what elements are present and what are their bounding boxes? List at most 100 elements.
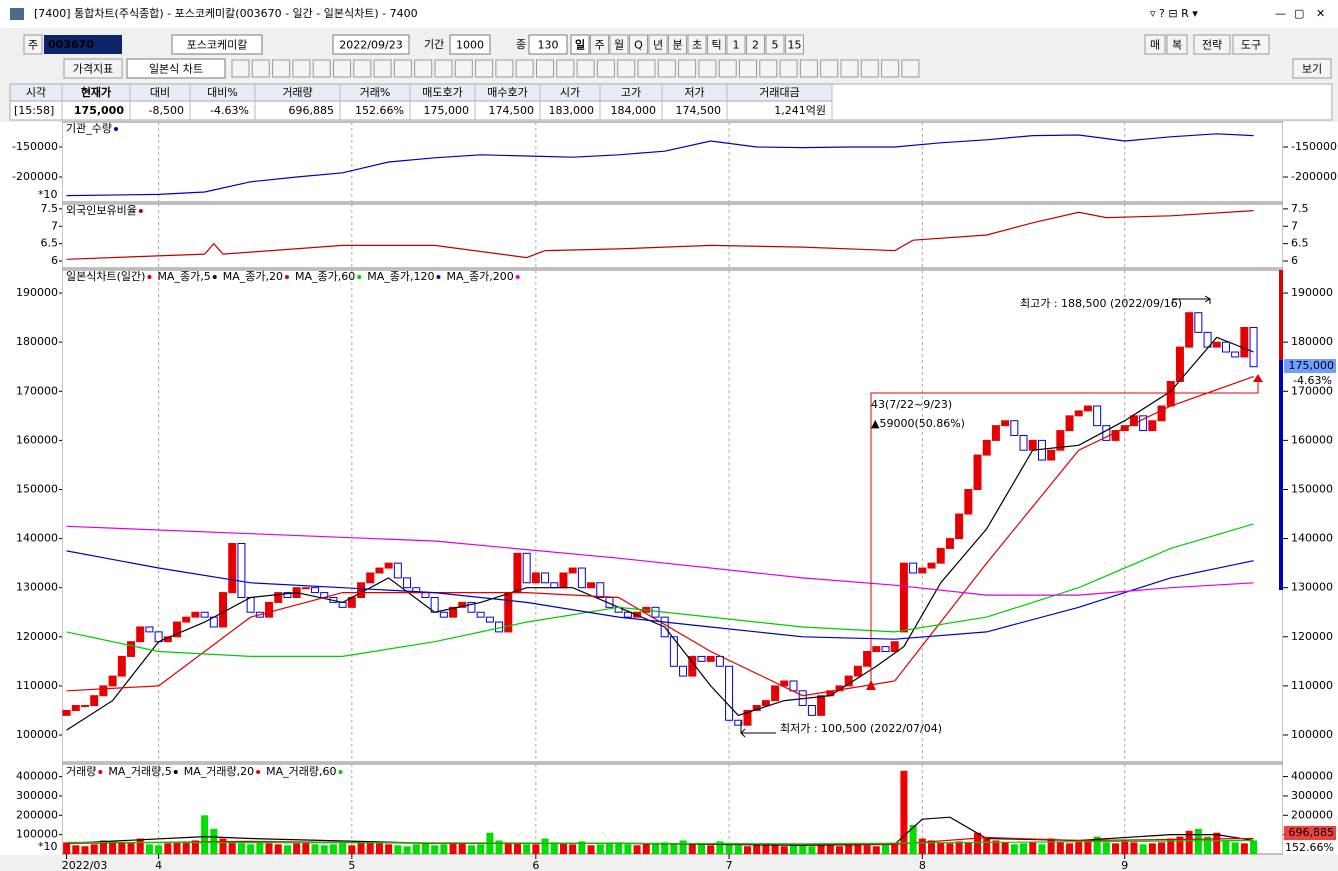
right-button-box[interactable] xyxy=(1166,34,1188,55)
tool-icon[interactable] xyxy=(860,59,879,78)
interval-button[interactable]: 틱 xyxy=(711,39,721,52)
quote-value: 184,000 xyxy=(611,104,657,117)
tool-icon[interactable] xyxy=(759,59,778,78)
tool-icon[interactable] xyxy=(292,59,311,78)
tool-icon[interactable] xyxy=(373,59,392,78)
interval-button-box[interactable] xyxy=(687,34,707,55)
series-line xyxy=(66,550,1254,640)
title-bar xyxy=(0,0,1338,28)
interval-button-box[interactable] xyxy=(765,34,785,55)
right-button[interactable]: 도구 xyxy=(1241,39,1261,52)
interval-button[interactable]: 5 xyxy=(772,39,779,52)
interval-button-box[interactable] xyxy=(707,34,726,55)
tool-icon[interactable] xyxy=(901,59,920,78)
code-input[interactable]: 003670 xyxy=(48,38,94,51)
interval-button[interactable]: 초 xyxy=(692,39,702,52)
interval-button[interactable]: 주 xyxy=(594,39,604,52)
tool-icon[interactable] xyxy=(556,59,575,78)
tool-icon[interactable] xyxy=(840,59,859,78)
view-button[interactable]: 보기 xyxy=(1302,63,1322,76)
interval-button[interactable]: 년 xyxy=(653,39,663,52)
interval-button-box[interactable] xyxy=(570,34,590,55)
volume-bar xyxy=(329,844,337,854)
tool-icon[interactable] xyxy=(495,59,514,78)
interval-button[interactable]: 15 xyxy=(788,39,802,52)
volume-bar xyxy=(348,845,356,854)
close[interactable]: ✕ xyxy=(1316,7,1325,20)
right-button-box[interactable] xyxy=(1193,34,1231,55)
right-button[interactable]: 복 xyxy=(1172,39,1182,52)
interval-button[interactable]: 1 xyxy=(733,39,740,52)
tool-icon[interactable] xyxy=(272,59,291,78)
tool-icon[interactable] xyxy=(576,59,595,78)
stock-name[interactable]: 포스코케미칼 xyxy=(187,39,248,52)
interval-button-box[interactable] xyxy=(609,34,629,55)
minimize[interactable]: — xyxy=(1275,7,1286,20)
code-box[interactable] xyxy=(44,35,122,54)
market-select[interactable]: 주 xyxy=(28,39,38,52)
tool-icon[interactable] xyxy=(414,59,433,78)
right-button[interactable]: 전략 xyxy=(1202,39,1222,52)
tool-icon[interactable] xyxy=(637,59,656,78)
interval-button-box[interactable] xyxy=(590,34,609,55)
chart-style-select[interactable]: 일본식 차트 xyxy=(149,62,203,76)
tool-icon[interactable] xyxy=(536,59,554,78)
interval-button-box[interactable] xyxy=(629,34,648,55)
right-button-box[interactable] xyxy=(1232,34,1270,55)
tool-icon[interactable] xyxy=(739,59,757,78)
y-tick-label: 6 xyxy=(51,254,58,267)
indicator-button-box[interactable] xyxy=(63,58,123,79)
right-button[interactable]: 매 xyxy=(1150,39,1160,52)
tool-icon[interactable] xyxy=(454,59,473,78)
interval-button[interactable]: 일 xyxy=(575,38,585,52)
tool-icon[interactable] xyxy=(515,59,534,78)
period-input-box[interactable] xyxy=(449,34,491,55)
interval-button[interactable]: Q xyxy=(634,39,643,52)
count-input[interactable]: 130 xyxy=(538,39,559,52)
volume-bar xyxy=(72,845,80,854)
tool-icon[interactable] xyxy=(333,59,351,78)
volume-bar xyxy=(1213,832,1221,854)
right-button-box[interactable] xyxy=(1144,34,1166,55)
tool-icon[interactable] xyxy=(779,59,798,78)
interval-button-box[interactable] xyxy=(746,34,765,55)
tool-icon[interactable] xyxy=(251,59,270,78)
volume-bar xyxy=(219,838,227,854)
window-icons[interactable]: ▿ ? ⊟ R ▾ xyxy=(1150,7,1198,20)
interval-button[interactable]: 월 xyxy=(614,39,624,52)
chart-style-select-box[interactable] xyxy=(126,58,226,79)
legend-dot xyxy=(256,770,261,774)
interval-button-box[interactable] xyxy=(648,34,668,55)
tool-icon[interactable] xyxy=(799,59,818,78)
date-input[interactable]: 2022/09/23 xyxy=(339,39,402,52)
tool-icon[interactable] xyxy=(678,59,697,78)
stock-name-box[interactable] xyxy=(171,34,263,55)
legend-dot xyxy=(98,770,103,774)
tool-icon[interactable] xyxy=(353,59,372,78)
tool-icon[interactable] xyxy=(434,59,453,78)
interval-button-box[interactable] xyxy=(726,34,746,55)
market-select-box[interactable] xyxy=(23,34,43,55)
tool-icon[interactable] xyxy=(312,59,331,78)
interval-button-box[interactable] xyxy=(785,34,804,55)
maximize[interactable]: ▢ xyxy=(1294,7,1304,20)
tool-icon[interactable] xyxy=(617,59,636,78)
date-input-box[interactable] xyxy=(332,34,410,55)
tool-icon[interactable] xyxy=(657,59,676,78)
tool-icon[interactable] xyxy=(718,59,737,78)
tool-icon[interactable] xyxy=(475,59,494,78)
view-button-box[interactable] xyxy=(1292,58,1332,79)
indicator-button[interactable]: 가격지표 xyxy=(73,63,113,76)
interval-button[interactable]: 분 xyxy=(672,39,682,52)
period-input[interactable]: 1000 xyxy=(456,39,484,52)
count-input-box[interactable] xyxy=(528,34,568,55)
chart-name: 일본식차트(일간) xyxy=(66,269,145,283)
tool-icon[interactable] xyxy=(881,59,900,78)
tool-icon[interactable] xyxy=(393,59,412,78)
interval-button[interactable]: 2 xyxy=(752,39,759,52)
tool-icon[interactable] xyxy=(596,59,615,78)
tool-icon[interactable] xyxy=(820,59,839,78)
interval-button-box[interactable] xyxy=(668,34,687,55)
tool-icon[interactable] xyxy=(698,59,717,78)
tool-icon[interactable] xyxy=(231,59,250,78)
